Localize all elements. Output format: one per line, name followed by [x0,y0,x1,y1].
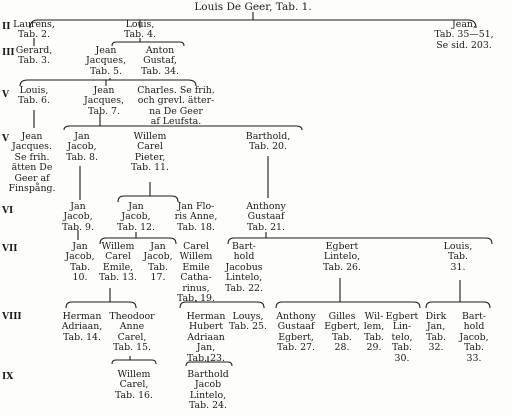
person-louys-25: Louys, Tab. 25. [229,311,267,333]
person-jan-jacob-9: Jan Jacob, Tab. 9. [61,201,95,233]
connector-jj7 [63,114,303,131]
person-jean-jacques-finspang: Jean Jacques. Se frih. ätten De Geer af Finsp… [8,131,56,195]
person-louis-31: Louis, Tab. 31. [443,241,473,273]
person-anton-gustaf: Anton Gustaf, Tab. 34. [141,45,179,77]
connector-louis31 [425,280,491,309]
person-barthold-jacob-lintelo: Barthold Jacob Lintelo, Tab. 24. [187,369,229,412]
connector-ag21 [227,232,493,245]
person-barthold-jacob: Bart-hold Jacob, Tab. 33. [459,311,489,364]
person-louis-6: Louis, Tab. 6. [17,85,51,107]
person-willem-carel-emile: Willem Carel Emile, Tab. 13. [99,241,137,284]
generation-label: VI [2,206,14,216]
person-carel-willem: Carel Willem Emile Catha-rinus, Tab. 19. [177,241,215,305]
person-herman-hubert: Herman Hubert Adriaan Jan, Tab. 23. [186,311,226,364]
person-herman-adriaan: Herman Adriaan, Tab. 14. [61,311,103,343]
person-gilles-egbert: Gilles Egbert, Tab. 28. [324,311,360,354]
person-barthold-jacobus: Bart-hold Jacobus Lintelo, Tab. 22. [225,241,263,294]
connector-jj12 [99,232,177,245]
person-willem-carel-16: Willem Carel, Tab. 16. [115,369,153,401]
generation-label: IX [2,372,14,382]
connector-wcp [117,182,179,203]
person-jan-jacob-12: Jan Jacob, Tab. 12. [117,201,155,233]
person-barthold-20: Barthold, Tab. 20. [245,131,291,153]
person-louis-4: Louis, Tab. 4. [123,19,157,41]
connector-el26 [275,278,421,309]
person-jan-jacob-8: Jan Jacob, Tab. 8. [65,131,99,163]
connector-jj5 [19,78,197,87]
generation-label: V [2,90,9,100]
generation-label: V [2,134,9,144]
person-jan-floris-anne: Jan Flo-ris Anne, Tab. 18. [174,201,218,233]
person-egbert-30: Egbert Lin-telo, Tab. 30. [385,311,419,364]
root-node: Louis De Geer, Tab. 1. [194,1,312,13]
person-theodoor: Theodoor Anne Carel, Tab. 15. [109,311,155,354]
person-egbert-lintelo-26: Egbert Lintelo, Tab. 26. [323,241,361,273]
generation-label: III [2,48,15,58]
person-jean-jacques-5: Jean Jacques, Tab. 5. [86,45,126,77]
person-anthony-gustaaf-21: Anthony Gustaaf Tab. 21. [246,201,286,233]
person-jean-jacques-7: Jean Jacques, Tab. 7. [84,85,124,117]
person-anthony-gustaaf-egbert: Anthony Gustaaf Egbert, Tab. 27. [276,311,316,354]
person-gerard: Gerard, Tab. 3. [15,45,53,67]
person-jan-jacob-10: Jan Jacob, Tab. 10. [65,241,95,284]
generation-label: II [2,22,11,32]
person-jan-17: Jan Jacob, Tab. 17. [143,241,173,284]
connector-wce13 [65,288,137,309]
person-charles: Charles. Se frih. och grevl. ätter-na De … [137,85,215,128]
connector-th15 [111,356,157,365]
person-dirk-jan: Dirk Jan, Tab. 32. [425,311,447,354]
generation-label: VIII [2,312,22,322]
connector-louis4 [111,38,185,47]
person-laurens: Laurens, Tab. 2. [13,19,55,41]
connector-jfa18 [179,300,265,309]
person-willem-carel-pieter: Willem Carel Pieter, Tab. 11. [131,131,169,174]
person-willem-29: Wil-lem, Tab. 29. [363,311,385,354]
person-jean-35: Jean, Tab. 35—51, Se sid. 203. [434,19,494,51]
connector-hh23 [185,356,233,367]
connector-root [29,12,477,29]
generation-label: VII [2,244,18,254]
